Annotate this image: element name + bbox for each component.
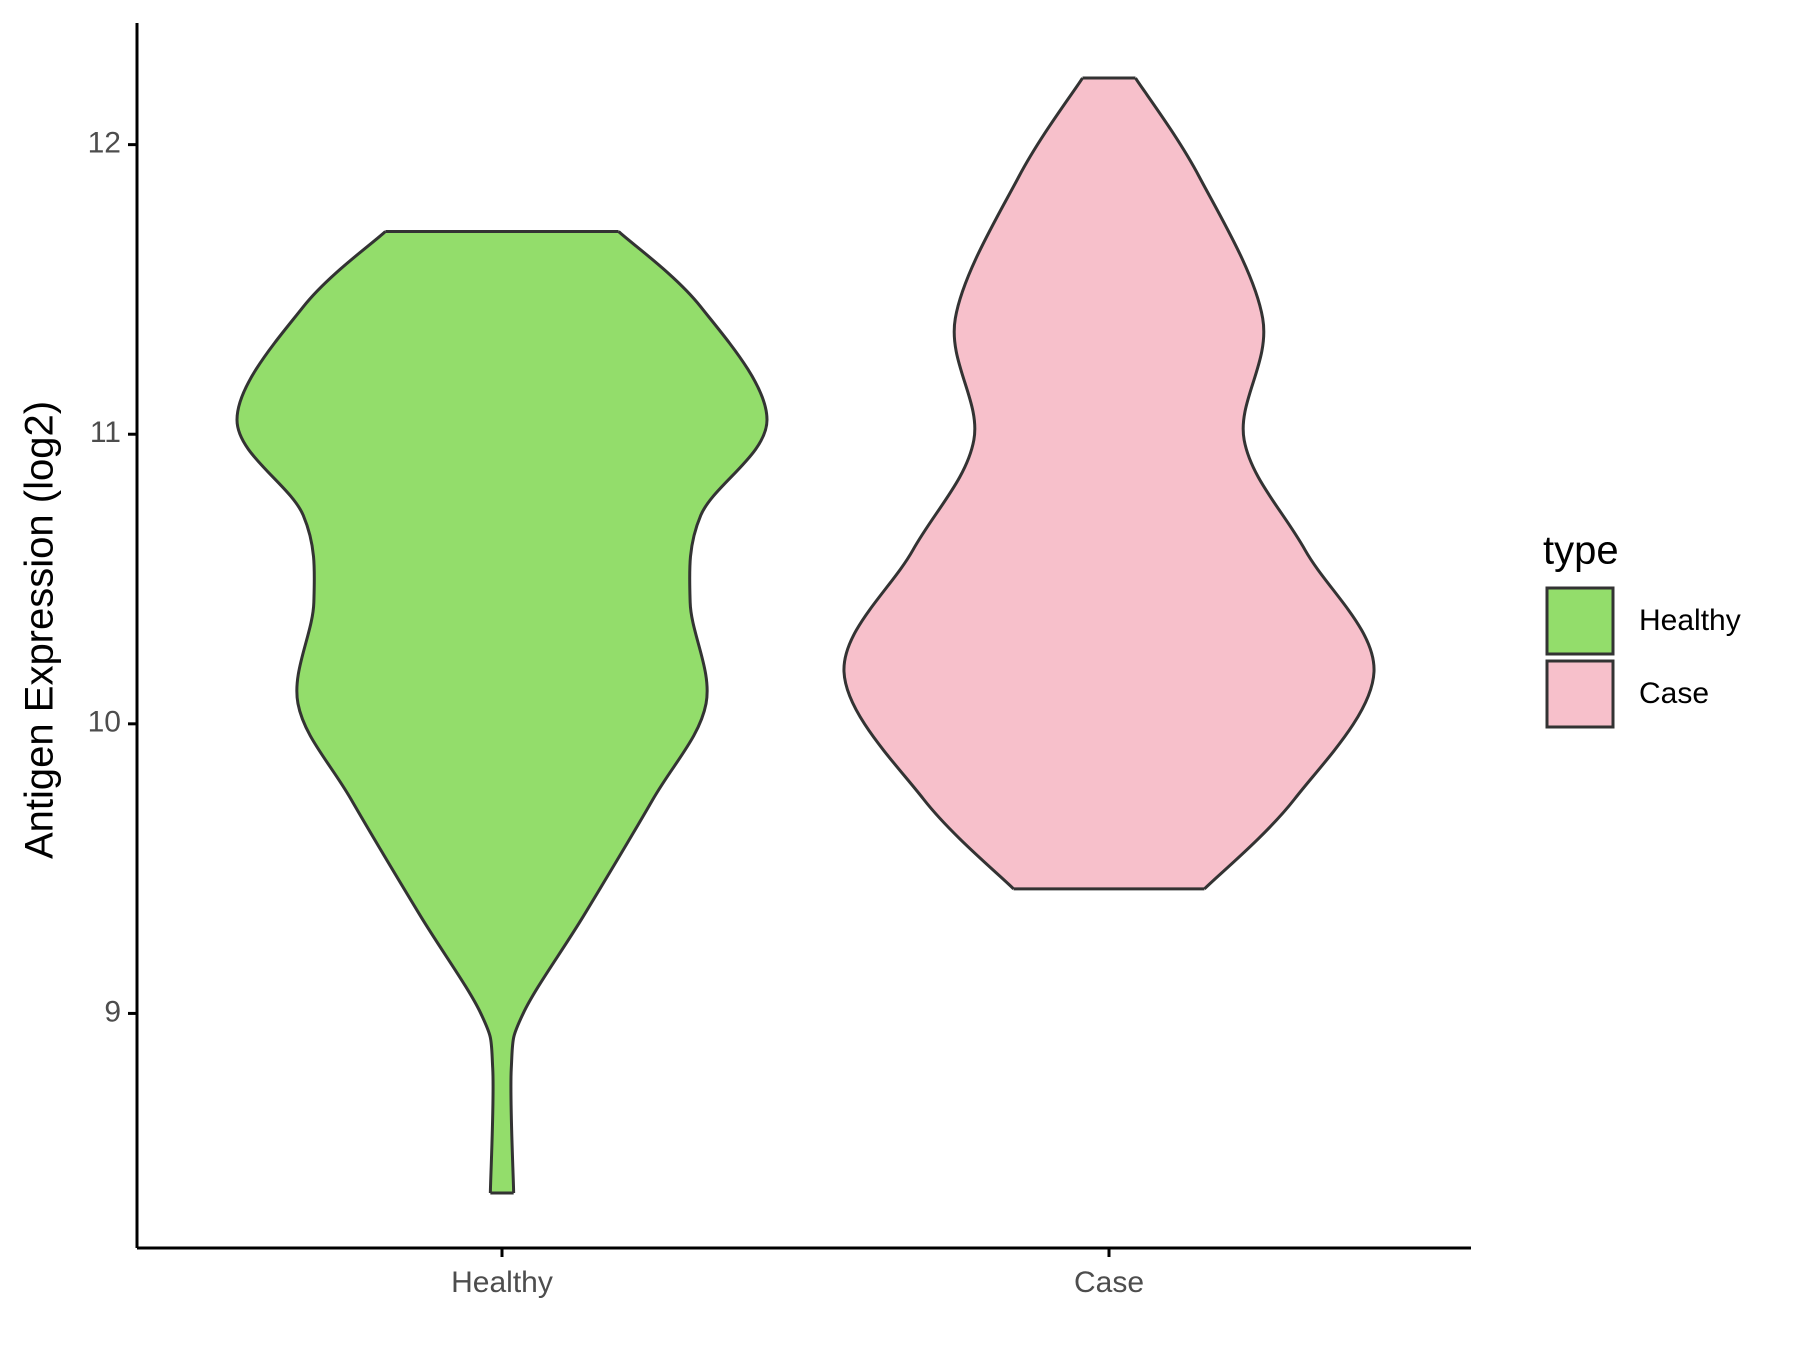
y-tick-label: 11 [90, 416, 121, 449]
y-tick-label: 12 [88, 127, 121, 160]
x-tick-label: Case [1074, 1266, 1144, 1299]
violin-body [237, 231, 767, 1193]
y-tick-label: 10 [88, 706, 121, 739]
y-axis-title: Antigen Expression (log2) [18, 401, 62, 859]
violin-right-edge [509, 230, 769, 1194]
y-tick-label: 9 [104, 995, 121, 1028]
x-tick-label: Healthy [451, 1266, 553, 1299]
legend-swatch [1545, 586, 1615, 656]
legend-swatch [1545, 659, 1615, 729]
legend-title: type [1543, 529, 1619, 573]
violin-left-edge [235, 230, 495, 1194]
legend-label: Case [1639, 677, 1709, 710]
violin-body [843, 78, 1375, 889]
legend-label: Healthy [1639, 604, 1741, 637]
violin-left-edge [842, 77, 1084, 890]
violin-right-edge [1134, 77, 1376, 890]
